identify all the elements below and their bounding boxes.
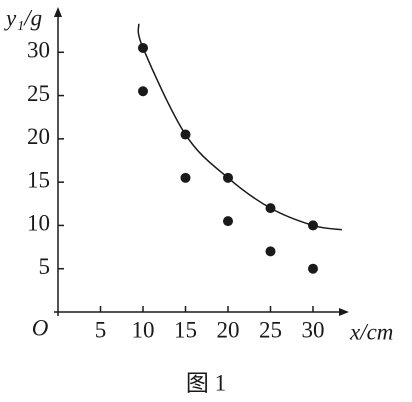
x-tick-label: 15 bbox=[174, 317, 197, 342]
y-axis-arrow bbox=[54, 7, 62, 17]
data-point bbox=[138, 86, 148, 97]
y-tick-label: 5 bbox=[39, 254, 51, 279]
x-tick-label: 30 bbox=[302, 317, 325, 342]
data-point bbox=[223, 216, 233, 227]
y-tick-label: 30 bbox=[27, 38, 50, 63]
y-tick-label: 15 bbox=[27, 167, 50, 192]
x-tick-label: 25 bbox=[259, 317, 282, 342]
y-tick-label: 20 bbox=[27, 124, 50, 149]
data-point bbox=[265, 203, 276, 214]
data-point bbox=[308, 220, 318, 231]
data-point bbox=[308, 263, 318, 274]
data-point bbox=[265, 246, 276, 257]
origin-label: O bbox=[32, 315, 49, 340]
data-point bbox=[180, 172, 191, 183]
y-tick-label: 25 bbox=[27, 81, 50, 106]
y-tick-label: 10 bbox=[27, 211, 50, 236]
data-point bbox=[223, 172, 233, 183]
fit-curve bbox=[137, 23, 343, 231]
x-axis-label: x/cm bbox=[349, 319, 393, 344]
x-tick-label: 5 bbox=[95, 317, 107, 342]
y-axis-label: y₁/g bbox=[4, 5, 42, 30]
x-tick-label: 20 bbox=[217, 317, 240, 342]
data-point bbox=[138, 42, 148, 53]
x-axis-arrow bbox=[339, 308, 349, 316]
data-point bbox=[180, 129, 191, 140]
caption: 图 1 bbox=[186, 370, 226, 395]
x-tick-label: 10 bbox=[132, 317, 155, 342]
